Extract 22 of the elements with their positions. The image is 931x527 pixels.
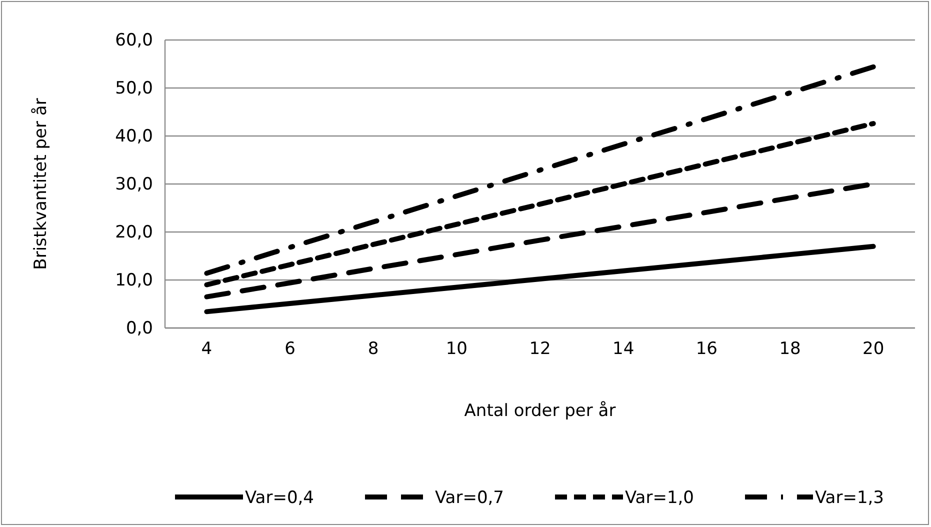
y-tick-label: 10,0	[115, 270, 153, 290]
x-tick-label: 8	[368, 339, 379, 360]
y-tick-label: 50,0	[115, 78, 153, 98]
x-tick-label: 12	[529, 339, 551, 360]
x-tick-label: 6	[284, 339, 296, 360]
legend-label: Var=0,4	[245, 488, 314, 508]
y-tick-label: 40,0	[115, 126, 153, 146]
y-tick-label: 60,0	[115, 30, 153, 50]
legend-label: Var=1,0	[625, 488, 694, 508]
x-tick-label: 20	[862, 339, 884, 360]
y-tick-label: 0,0	[126, 318, 153, 338]
y-tick-label: 30,0	[115, 174, 153, 194]
y-axis-title: Bristkvantitet per år	[31, 98, 51, 270]
legend-label: Var=0,7	[435, 488, 504, 508]
x-tick-label: 10	[446, 339, 468, 360]
legend-label: Var=1,3	[815, 488, 884, 508]
x-tick-label: 4	[201, 339, 212, 360]
x-tick-label: 14	[612, 339, 634, 360]
x-tick-label: 18	[779, 339, 801, 360]
y-tick-label: 20,0	[115, 222, 153, 242]
x-axis-title: Antal order per år	[464, 401, 616, 421]
x-tick-label: 16	[696, 339, 718, 360]
